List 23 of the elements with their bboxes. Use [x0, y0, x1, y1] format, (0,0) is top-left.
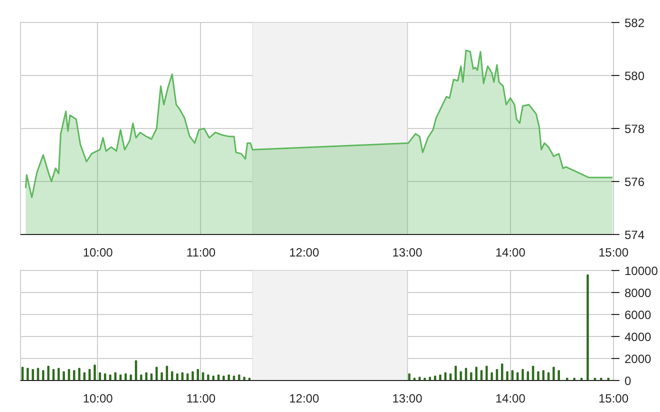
y-tick-label: 574 — [624, 228, 645, 242]
x-tick-label: 13:00 — [392, 246, 423, 260]
y-tick-label: 576 — [624, 175, 645, 189]
x-tick-label: 12:00 — [289, 392, 320, 406]
y-tick-label: 10000 — [624, 264, 658, 278]
y-tick-label: 2000 — [624, 352, 652, 366]
y-tick-label: 578 — [624, 122, 645, 136]
x-tick-label: 13:00 — [392, 392, 423, 406]
x-tick-label: 15:00 — [598, 246, 629, 260]
y-tick-label: 580 — [624, 69, 645, 83]
y-tick-label: 0 — [624, 374, 632, 388]
y-tick-label: 8000 — [624, 286, 652, 300]
y-tick-label: 4000 — [624, 330, 652, 344]
y-tick-label: 582 — [624, 16, 645, 30]
x-tick-label: 11:00 — [186, 392, 216, 406]
y-tick-label: 6000 — [624, 308, 652, 322]
x-tick-label: 10:00 — [82, 246, 114, 260]
x-tick-label: 10:00 — [82, 392, 114, 406]
x-tick-label: 11:00 — [186, 246, 216, 260]
x-tick-label: 15:00 — [598, 392, 629, 406]
x-tick-label: 12:00 — [289, 246, 320, 260]
x-tick-label: 14:00 — [495, 246, 526, 260]
x-tick-label: 14:00 — [495, 392, 526, 406]
